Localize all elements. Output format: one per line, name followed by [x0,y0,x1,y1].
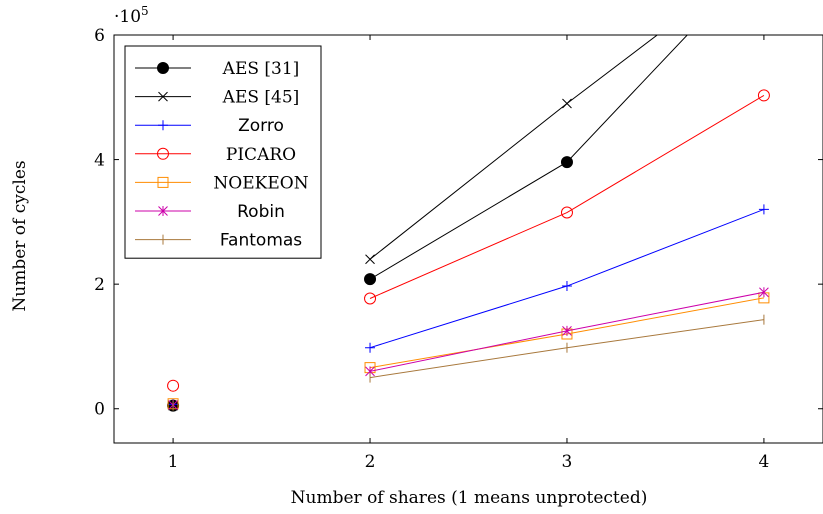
y-multiplier-base: ·10 [114,7,141,27]
x-tick-label: 4 [759,452,770,472]
series-3 [167,89,770,392]
data-point [365,254,375,265]
legend-marker [158,120,168,131]
y-tick-label: 2 [94,275,105,295]
legend-label: AES [31] [222,59,300,79]
legend-label: Zorro [238,116,284,136]
y-axis-multiplier: ·105 [114,4,149,27]
data-point [561,281,572,292]
x-tick-label: 2 [365,452,376,472]
legend-label: Robin [237,202,285,222]
x-tick-label: 3 [562,452,573,472]
y-multiplier-exponent: 5 [141,4,149,18]
series-line [369,35,688,280]
y-tick-label: 6 [94,26,105,46]
series-line [369,94,765,299]
series-layer [167,35,770,412]
legend-label: Fantomas [220,231,302,251]
data-point [562,325,572,336]
legend-label: AES [45] [222,88,300,108]
legend-marker [158,206,168,216]
data-point [364,273,377,286]
legend-marker [157,176,169,188]
y-axis-label: Number of cycles [10,160,30,311]
data-point [365,342,376,353]
data-point [758,204,769,215]
x-tick-label: 1 [168,452,179,472]
data-point [560,206,573,219]
data-point [364,292,377,305]
data-point [560,156,573,169]
legend-label: PICARO [226,145,296,165]
legend-marker [157,147,169,160]
axis-ticks: 1 2 3 4 0 2 4 6 [94,26,823,472]
legend-label: NOEKEON [213,173,308,193]
plot-frame [113,34,823,444]
data-point [757,89,770,102]
y-tick-label: 0 [94,400,105,420]
series-6 [172,314,765,411]
legend-marker [158,91,168,102]
legend: AES [31] AES [45] Zorro PICARO NOEKEON Robin F… [124,45,322,259]
data-point [562,98,572,109]
data-point [167,379,180,392]
x-axis-label: Number of shares (1 means unprotected) [291,488,648,508]
legend-marker [157,62,169,74]
series-5 [168,287,769,411]
data-point [759,287,769,298]
y-tick-label: 4 [94,151,105,171]
